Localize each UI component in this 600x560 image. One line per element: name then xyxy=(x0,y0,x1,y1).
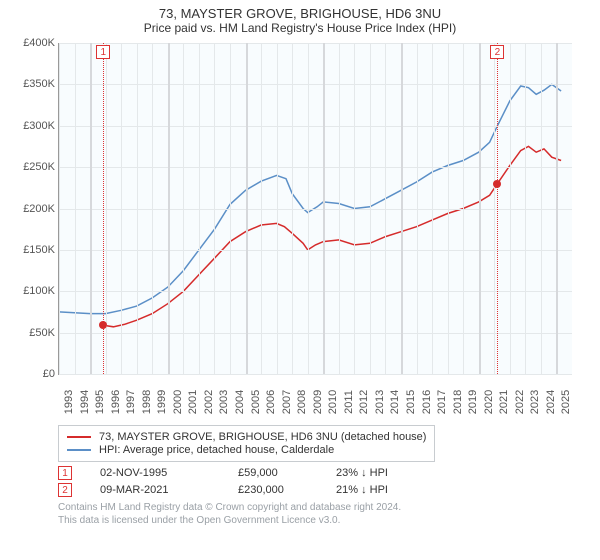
legend-label: HPI: Average price, detached house, Cald… xyxy=(99,444,334,456)
footer-line: Contains HM Land Registry data © Crown c… xyxy=(58,501,590,514)
event-hpi: 23% ↓ HPI xyxy=(336,467,426,479)
x-axis-label: 2017 xyxy=(432,390,448,414)
title-block: 73, MAYSTER GROVE, BRIGHOUSE, HD6 3NU Pr… xyxy=(10,6,590,35)
x-axis-label: 1993 xyxy=(59,390,75,414)
plot-area: £0£50K£100K£150K£200K£250K£300K£350K£400… xyxy=(58,43,572,375)
x-axis-label: 2003 xyxy=(214,390,230,414)
event-row: 1 02-NOV-1995 £59,000 23% ↓ HPI xyxy=(58,466,590,480)
chart-title: 73, MAYSTER GROVE, BRIGHOUSE, HD6 3NU xyxy=(10,6,590,21)
y-axis-label: £350K xyxy=(23,78,59,90)
x-axis-label: 2018 xyxy=(448,390,464,414)
x-axis-label: 2010 xyxy=(323,390,339,414)
event-price: £230,000 xyxy=(238,484,308,496)
x-axis-label: 2013 xyxy=(370,390,386,414)
x-axis-label: 2024 xyxy=(541,390,557,414)
x-axis-label: 2025 xyxy=(556,390,572,414)
x-axis-label: 1999 xyxy=(152,390,168,414)
chart-area: £0 £50K £100K £150K £200K £250K £300K £350K £400… xyxy=(10,39,590,419)
x-axis-label: 2009 xyxy=(308,390,324,414)
event-marker-dot xyxy=(99,321,107,329)
event-hpi: 21% ↓ HPI xyxy=(336,484,426,496)
y-axis-label: £50K xyxy=(29,327,59,339)
x-axis-label: 2021 xyxy=(494,390,510,414)
x-axis-label: 2001 xyxy=(183,390,199,414)
y-axis-label: £400K xyxy=(23,37,59,49)
event-date: 09-MAR-2021 xyxy=(100,484,210,496)
x-axis-label: 2005 xyxy=(246,390,262,414)
legend-swatch xyxy=(67,449,91,451)
legend: 73, MAYSTER GROVE, BRIGHOUSE, HD6 3NU (d… xyxy=(58,425,435,462)
event-badge: 2 xyxy=(58,483,72,497)
y-axis-label: £250K xyxy=(23,161,59,173)
events-table: 1 02-NOV-1995 £59,000 23% ↓ HPI 2 09-MAR… xyxy=(58,466,590,497)
x-axis-label: 2015 xyxy=(401,390,417,414)
x-axis-label: 1996 xyxy=(106,390,122,414)
x-axis-label: 2002 xyxy=(199,390,215,414)
legend-swatch xyxy=(67,436,91,438)
event-row: 2 09-MAR-2021 £230,000 21% ↓ HPI xyxy=(58,483,590,497)
x-axis-label: 2016 xyxy=(417,390,433,414)
event-price: £59,000 xyxy=(238,467,308,479)
x-axis-label: 1998 xyxy=(137,390,153,414)
event-badge: 1 xyxy=(58,466,72,480)
x-axis-label: 2020 xyxy=(479,390,495,414)
x-axis-label: 1994 xyxy=(75,390,91,414)
footer: Contains HM Land Registry data © Crown c… xyxy=(58,501,590,527)
chart-subtitle: Price paid vs. HM Land Registry's House … xyxy=(10,21,590,35)
legend-item: 73, MAYSTER GROVE, BRIGHOUSE, HD6 3NU (d… xyxy=(67,431,426,443)
event-date: 02-NOV-1995 xyxy=(100,467,210,479)
event-marker-dot xyxy=(493,180,501,188)
x-axis-label: 1995 xyxy=(90,390,106,414)
x-axis-label: 1997 xyxy=(121,390,137,414)
series-hpi xyxy=(59,84,561,313)
event-marker-badge: 2 xyxy=(490,45,504,59)
chart-container: 73, MAYSTER GROVE, BRIGHOUSE, HD6 3NU Pr… xyxy=(0,0,600,560)
x-axis-label: 2006 xyxy=(261,390,277,414)
x-axis-label: 2019 xyxy=(463,390,479,414)
x-axis-label: 2012 xyxy=(354,390,370,414)
event-marker-badge: 1 xyxy=(96,45,110,59)
x-axis-label: 2004 xyxy=(230,390,246,414)
x-axis-label: 2008 xyxy=(292,390,308,414)
x-axis-label: 2023 xyxy=(525,390,541,414)
legend-label: 73, MAYSTER GROVE, BRIGHOUSE, HD6 3NU (d… xyxy=(99,431,426,443)
x-axis-label: 2000 xyxy=(168,390,184,414)
x-axis-label: 2011 xyxy=(339,390,355,414)
series-property xyxy=(103,146,561,326)
footer-line: This data is licensed under the Open Gov… xyxy=(58,514,590,527)
x-axis-label: 2014 xyxy=(385,390,401,414)
x-axis-label: 2007 xyxy=(277,390,293,414)
y-axis-label: £150K xyxy=(23,244,59,256)
legend-item: HPI: Average price, detached house, Cald… xyxy=(67,444,426,456)
x-axis-label: 2022 xyxy=(510,390,526,414)
y-axis-label: £100K xyxy=(23,285,59,297)
y-axis-label: £300K xyxy=(23,120,59,132)
y-axis-label: £0 xyxy=(43,368,59,380)
y-axis-label: £200K xyxy=(23,203,59,215)
